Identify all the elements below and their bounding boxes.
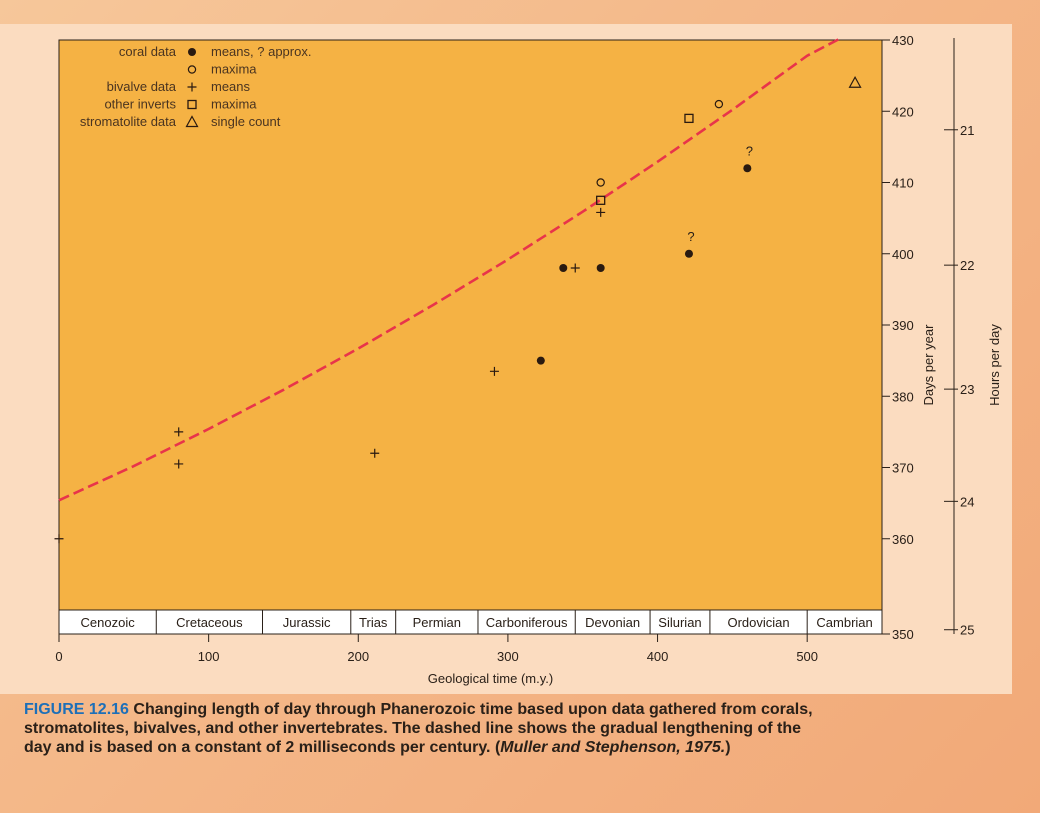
legend-marker-plus — [187, 82, 197, 92]
era-label-ordovician: Ordovician — [727, 615, 789, 630]
legend-entry-text: single count — [211, 114, 281, 129]
x-tick-label: 400 — [647, 649, 669, 664]
data-point-filled-circle — [684, 249, 693, 258]
data-point-filled-circle — [743, 164, 752, 173]
legend-entry-text: maxima — [211, 97, 257, 112]
caption-tail: ) — [725, 739, 731, 756]
data-point-open-square — [596, 195, 606, 205]
data-point-plus — [596, 207, 606, 217]
data-point-plus — [370, 448, 380, 458]
data-point-filled-circle — [596, 264, 605, 272]
figure-label: FIGURE 12.16 — [24, 701, 129, 718]
data-point-filled-circle — [536, 356, 545, 365]
figure-panel: Cenozoic Cretaceous Jurassic Trias Permian Ca… — [0, 24, 1012, 694]
data-point-plus — [174, 427, 184, 437]
hours-axis-title: Hours per day — [987, 324, 1002, 406]
legend-entry-text: means, ? approx. — [211, 44, 311, 59]
legend-marker-open-triangle — [185, 115, 199, 128]
x-tick-label: 0 — [55, 649, 62, 664]
y-tick-label: 410 — [892, 176, 914, 191]
data-point-open-square — [684, 113, 694, 124]
legend-marker-open-square — [187, 99, 197, 110]
caption-citation: Muller and Stephenson, 1975. — [500, 739, 726, 756]
chart: Cenozoic Cretaceous Jurassic Trias Permian Ca… — [54, 33, 1002, 686]
data-point-plus — [54, 534, 64, 544]
era-label-devonian: Devonian — [585, 615, 640, 630]
legend-group-label: bivalve data — [107, 79, 177, 94]
y-tick-label: 360 — [892, 532, 914, 547]
era-label-carboniferous: Carboniferous — [486, 615, 568, 630]
data-point-open-triangle — [848, 76, 862, 88]
days-axis-title: Days per year — [921, 324, 936, 406]
hours-tick-label: 22 — [960, 258, 974, 273]
data-point-filled-circle — [559, 264, 568, 272]
x-tick-label: 500 — [796, 649, 818, 664]
data-point-open-circle — [714, 99, 724, 109]
era-label-trias: Trias — [359, 615, 388, 630]
x-tick-label: 200 — [347, 649, 369, 664]
approx-mark: ? — [746, 143, 753, 158]
hours-tick-label: 24 — [960, 494, 974, 509]
x-tick-label: 100 — [198, 649, 220, 664]
y-tick-label: 350 — [892, 627, 914, 642]
y-tick-label: 370 — [892, 461, 914, 476]
era-label-silurian: Silurian — [658, 615, 701, 630]
data-point-open-circle — [596, 178, 605, 187]
legend-group-label: stromatolite data — [80, 114, 177, 129]
hours-tick-label: 23 — [960, 382, 974, 397]
figure-caption: FIGURE 12.16 Changing length of day thro… — [24, 700, 824, 757]
era-label-jurassic: Jurassic — [283, 615, 331, 630]
era-label-cenozoic: Cenozoic — [81, 615, 136, 630]
hours-tick-label: 25 — [960, 623, 974, 638]
data-point-plus — [174, 459, 184, 469]
plot-area — [58, 39, 883, 611]
legend-marker-filled-circle — [188, 48, 196, 56]
legend-group-label: coral data — [119, 44, 177, 59]
trend-line — [58, 38, 840, 502]
y-tick-label: 380 — [892, 389, 914, 404]
data-point-plus — [570, 263, 580, 273]
era-label-cretaceous: Cretaceous — [176, 615, 243, 630]
legend-entry-text: means — [211, 79, 251, 94]
y-tick-label: 430 — [892, 33, 914, 48]
y-tick-label: 420 — [892, 104, 914, 119]
legend-marker-open-circle — [187, 65, 197, 74]
data-point-plus — [489, 366, 499, 376]
y-tick-label: 400 — [892, 247, 914, 262]
era-label-permian: Permian — [413, 615, 461, 630]
legend-entry-text: maxima — [211, 62, 257, 77]
caption-text: Changing length of day through Phanerozo… — [24, 701, 813, 756]
era-label-cambrian: Cambrian — [816, 615, 872, 630]
era-bar — [58, 609, 883, 635]
x-tick-label: 300 — [497, 649, 519, 664]
y-tick-label: 390 — [892, 318, 914, 333]
x-axis-title: Geological time (m.y.) — [428, 671, 553, 686]
hours-tick-label: 21 — [960, 123, 974, 138]
approx-mark: ? — [687, 229, 694, 244]
legend-group-label: other inverts — [104, 97, 176, 112]
